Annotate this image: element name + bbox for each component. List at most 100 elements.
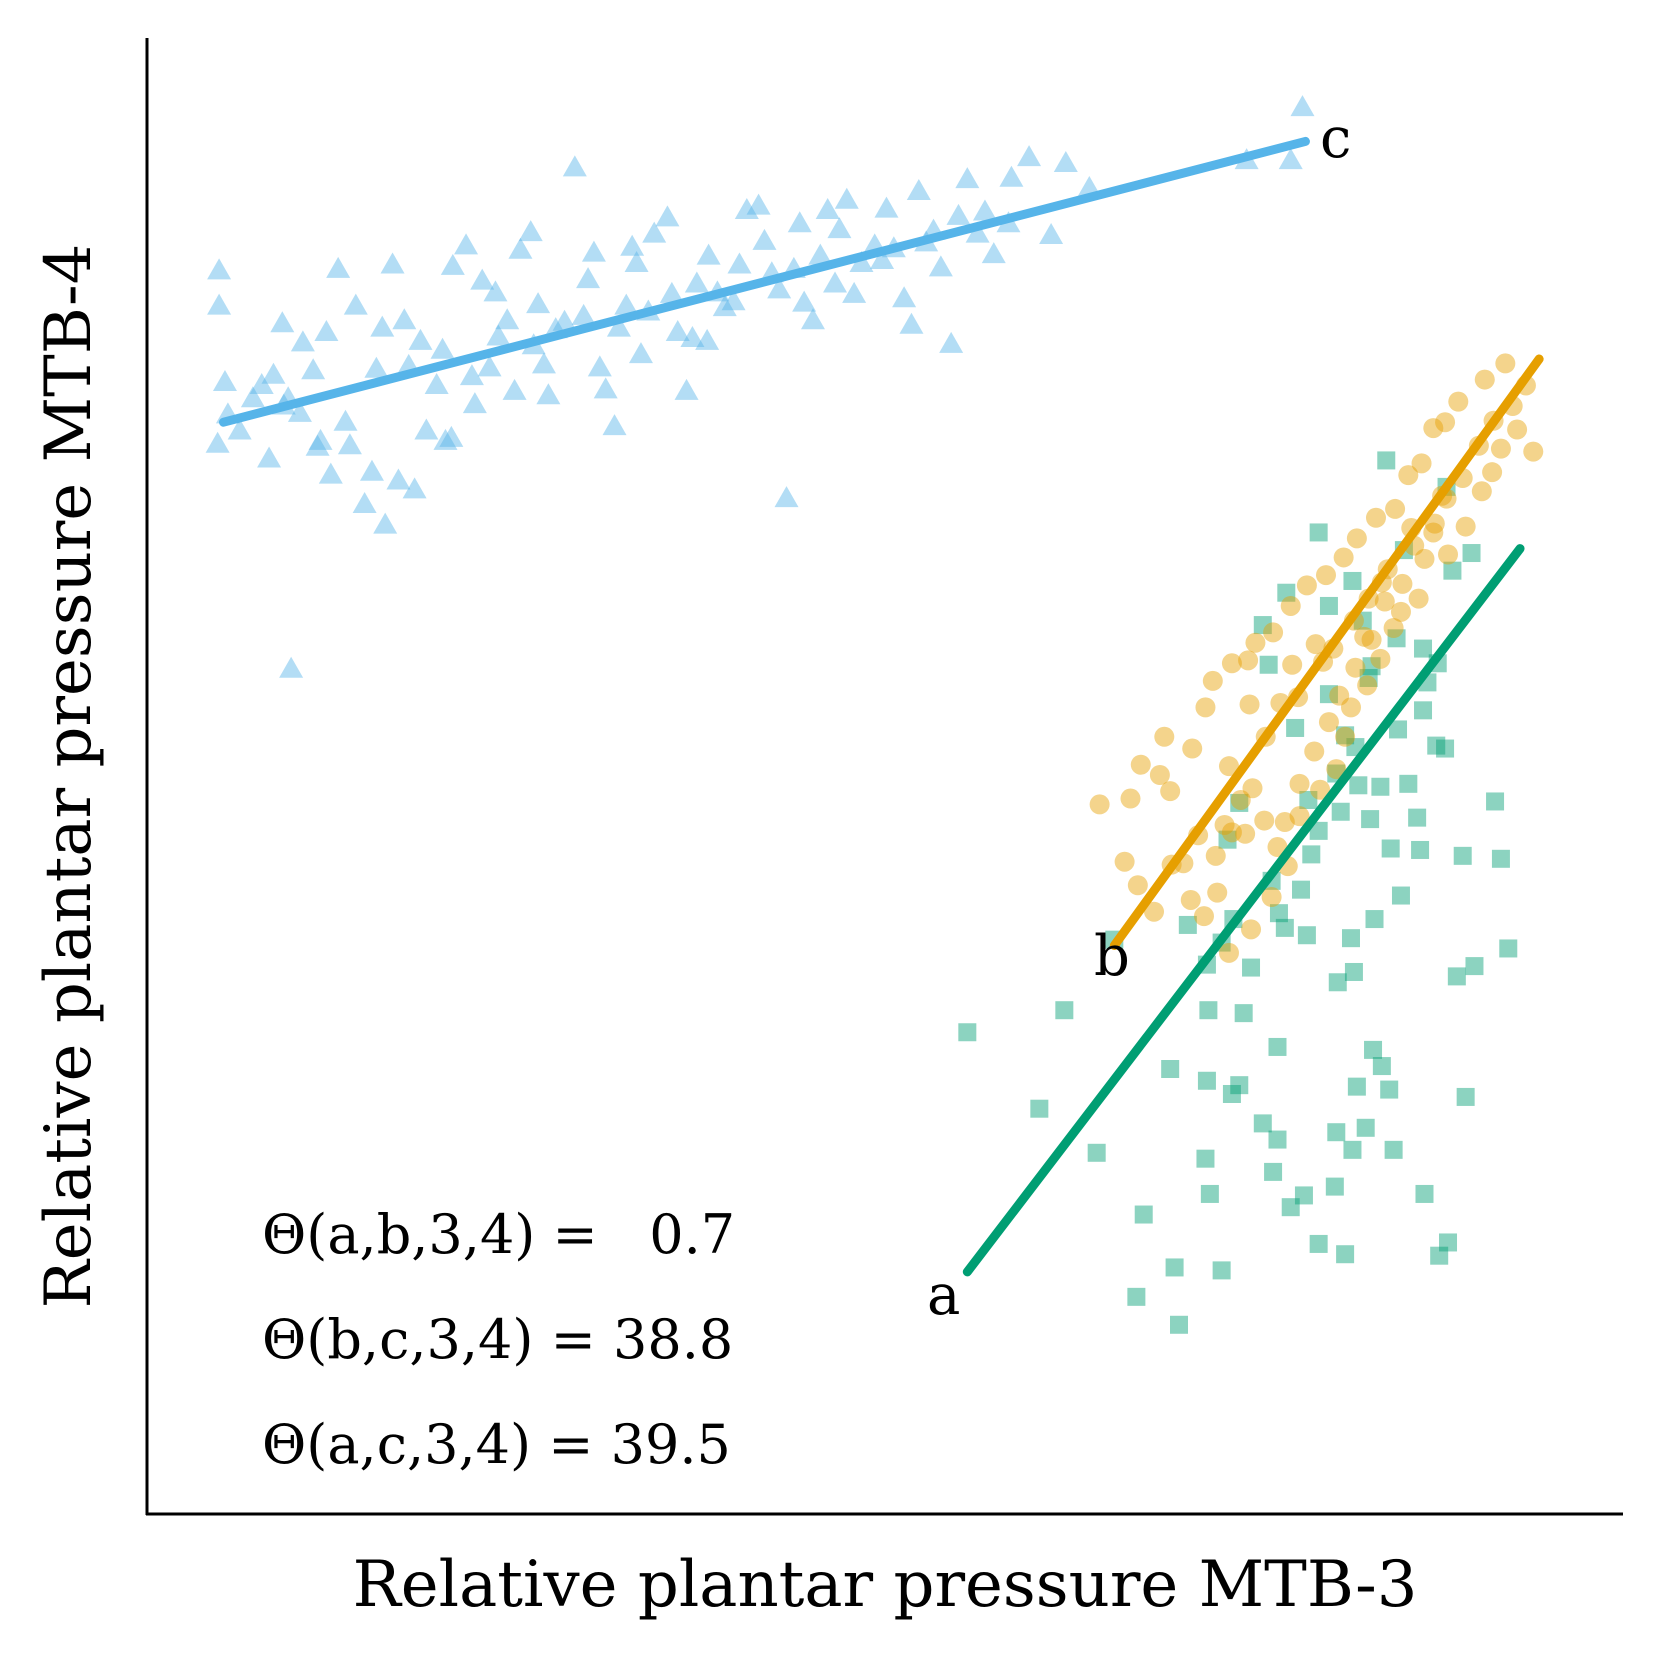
series-c-point-96 [734,198,759,220]
series-c-point-123 [279,656,304,678]
series-a-point-26 [1372,1057,1391,1076]
series-c-point-84 [392,308,417,330]
series-a-point-0 [958,1023,977,1042]
series-c-point-57 [787,211,812,233]
theta-ab-annotation: Θ(a,b,3,4) = 0.7 [262,1203,735,1266]
series-a-point-15 [1264,1162,1283,1181]
series-c-point-13 [314,320,339,342]
series-c-point-19 [380,252,405,274]
series-c-point-16 [337,433,362,455]
series-b-point-38 [1261,887,1282,908]
series-c-point-39 [593,377,618,399]
series-b-point-30 [1127,875,1148,896]
series-c-point-98 [827,217,852,239]
series-c-point-70 [955,167,980,189]
series-b-point-35 [1207,882,1228,903]
series-c-point-2 [212,370,237,392]
series-c-point-109 [433,428,458,450]
series-b-point-55 [1471,481,1492,502]
series-c-point-55 [774,486,799,508]
series-c-point-122 [928,255,953,277]
series-a-point-18 [1309,1234,1328,1253]
series-c-point-115 [655,205,680,227]
trend-line-a [962,544,1525,1277]
series-b-point-80 [1474,369,1495,390]
series-a-point-22 [1343,1140,1362,1159]
series-b-point-60 [1154,726,1175,747]
series-c-point-47 [674,378,699,400]
series-b-point-9 [1221,822,1242,843]
series-b-point-78 [1435,412,1456,433]
series-a-point-32 [1447,967,1466,986]
series-b-point-63 [1202,670,1223,691]
series-a-point-54 [1299,790,1318,809]
series-a-point-12 [1253,1114,1272,1133]
series-b-point-14 [1289,773,1310,794]
series-b-point-21 [1392,573,1413,594]
series-a-point-33 [1456,1087,1475,1106]
series-b-point-19 [1361,629,1382,650]
series-c-point-23 [414,418,439,440]
series-b-point-33 [1180,889,1201,910]
series-a-point-69 [1399,774,1418,793]
series-a-point-8 [1170,1315,1188,1334]
series-b-point-58 [1507,419,1528,440]
series-a-point-51 [1349,776,1368,795]
series-c-point-119 [800,308,825,330]
series-b-point-0 [1089,794,1110,815]
series-b-point-13 [1274,812,1295,833]
series-c-point-31 [502,378,527,400]
series-c-point-80 [270,311,295,333]
series-b-point-56 [1482,462,1503,483]
series-c-point-71 [965,221,990,243]
series-c-point-45 [659,281,684,303]
series-c-point-4 [227,418,252,440]
series-a-point-80 [1230,1076,1249,1095]
series-c-point-15 [343,293,368,315]
series-c-point-102 [981,242,1006,264]
series-a-point-53 [1309,821,1328,840]
series-b-point-98 [1354,626,1375,647]
series-c-point-111 [483,280,508,302]
series-c-point-11 [308,428,333,450]
series-a-point-98 [1436,739,1455,758]
series-c-point-60 [823,271,848,293]
series-b-point-94 [1218,756,1239,777]
series-a-point-20 [1327,1123,1346,1142]
series-a-point-66 [1389,720,1408,739]
trend-layer [219,136,1544,1277]
theta-ac-annotation: Θ(a,c,3,4) = 39.5 [262,1413,731,1476]
series-c-point-121 [899,312,924,334]
series-c-point-105 [305,434,330,456]
series-c-point-107 [373,512,398,534]
series-a-point-44 [1387,629,1406,648]
series-a-point-83 [1344,962,1363,981]
series-c-point-124 [1278,148,1303,170]
series-c-point-110 [459,364,484,386]
series-a-point-19 [1325,1177,1344,1196]
series-b-point-64 [1221,653,1242,674]
series-c-point-30 [486,324,511,346]
series-b-point-5 [1160,781,1181,802]
series-b-point-66 [1245,632,1266,653]
series-c-point-40 [602,414,627,436]
series-a-point-63 [1391,886,1410,905]
series-c-point-32 [518,220,543,242]
series-b-point-57 [1490,438,1511,459]
series-c-point-82 [326,256,351,278]
series-b-point-43 [1326,759,1347,780]
series-a-point-23 [1356,1118,1375,1137]
series-c-point-62 [849,250,874,272]
series-a-point-38 [1377,451,1396,470]
series-c-point-76 [1053,151,1078,173]
series-c-point-114 [620,234,645,256]
series-c-point-108 [402,477,427,499]
series-a-point-49 [1319,685,1338,704]
series-a-point-94 [1359,668,1378,687]
series-a-point-93 [1336,726,1355,745]
series-b-point-51 [1414,548,1435,569]
series-b-point-48 [1383,618,1404,638]
series-b-point-52 [1424,513,1445,534]
series-c-point-61 [834,187,859,209]
series-c-point-48 [684,271,709,293]
